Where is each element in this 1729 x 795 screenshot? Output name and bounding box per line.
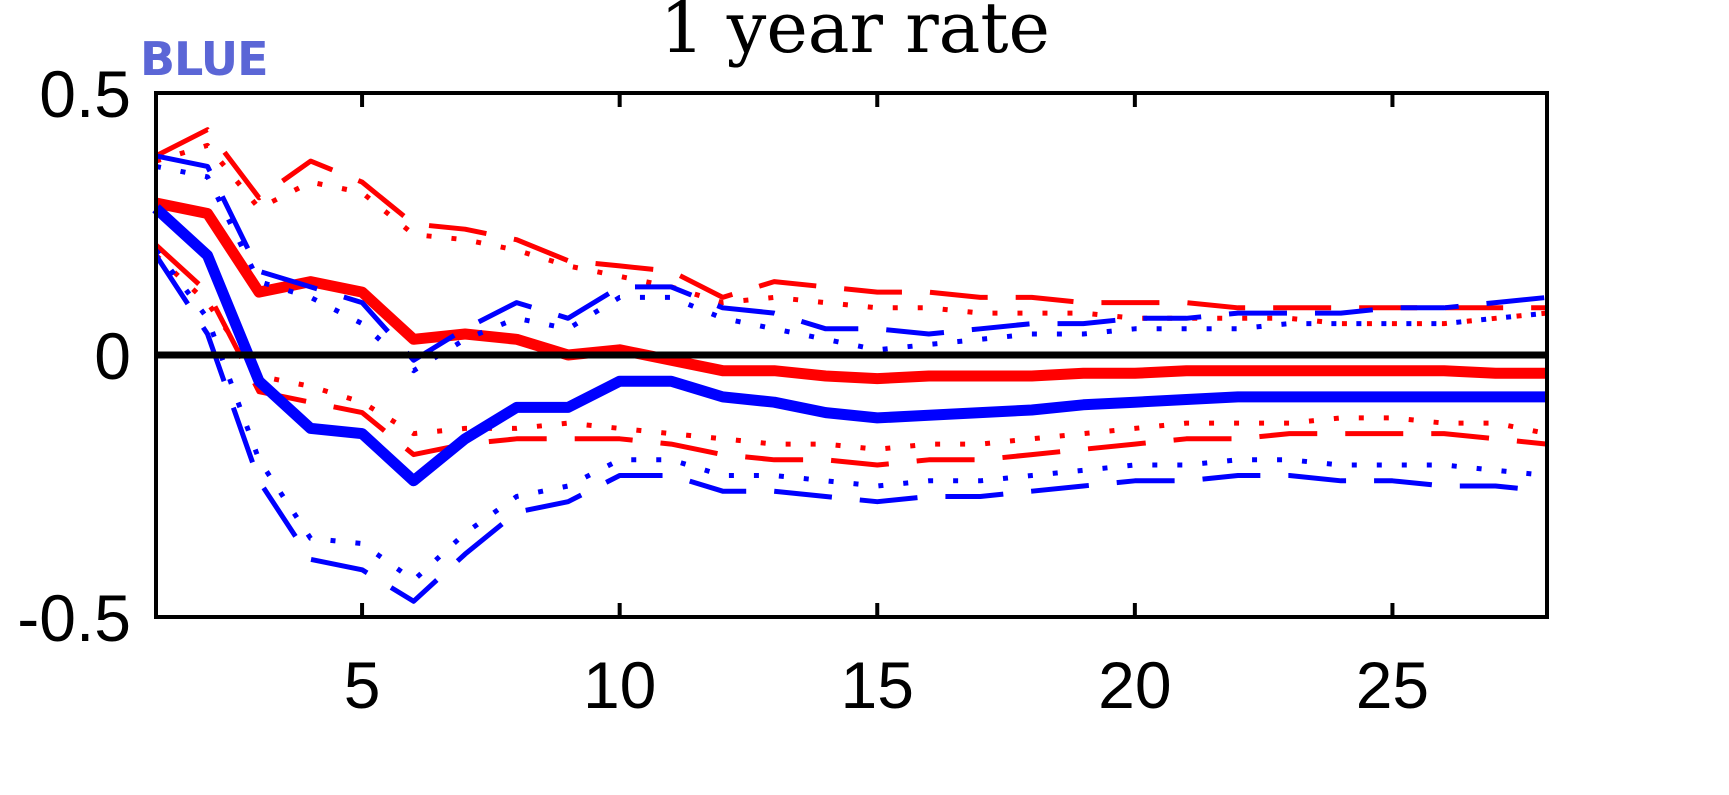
series-line-2	[154, 127, 1547, 311]
x-tick-label: 5	[344, 648, 381, 722]
series-line-7	[155, 153, 1548, 363]
series-line-6	[152, 204, 1547, 487]
x-tick-label: 20	[1098, 648, 1171, 722]
series-line-9	[153, 254, 1548, 604]
plot-frame	[154, 91, 1549, 619]
tick-layer: 5 10 15 20 25 0.5 0 -0.5	[17, 57, 1429, 722]
y-tick-label: 0	[94, 319, 131, 393]
x-tick-label: 10	[583, 648, 656, 722]
series-line-3	[155, 142, 1548, 327]
y-tick-label: -0.5	[17, 581, 131, 655]
series-line-4	[154, 243, 1548, 468]
chart-title: 1 year rate	[660, 0, 1050, 69]
x-tick-label: 25	[1356, 648, 1429, 722]
series-layer	[152, 127, 1548, 604]
chart-badge: BLUE	[140, 32, 268, 86]
x-tick-label: 15	[841, 648, 914, 722]
y-tick-label: 0.5	[39, 57, 131, 131]
plot-area: 5 10 15 20 25 0.5 0 -0.5	[17, 57, 1549, 722]
series-line-1	[154, 197, 1547, 385]
